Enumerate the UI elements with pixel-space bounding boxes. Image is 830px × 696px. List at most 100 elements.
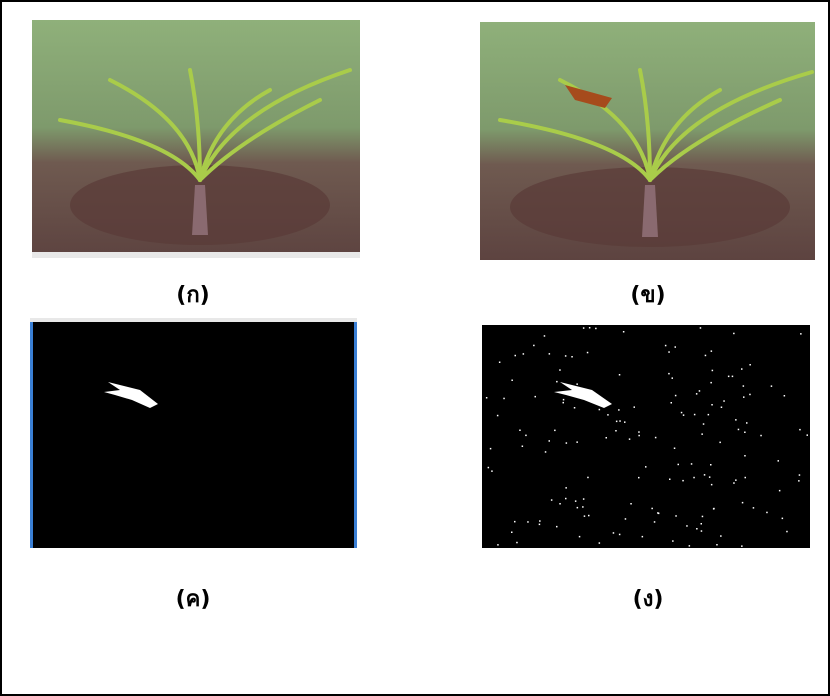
noise-dot (710, 464, 712, 466)
noise-dot (565, 487, 567, 489)
noise-dot (693, 477, 695, 479)
noise-dot (599, 409, 601, 411)
noise-dot (556, 381, 558, 383)
noise-dot (554, 430, 556, 432)
noise-dot (721, 407, 723, 409)
noise-dot (599, 542, 601, 544)
noise-dot (668, 373, 670, 375)
noise-dot (723, 400, 725, 402)
noise-dot (760, 435, 762, 437)
noise-dot (549, 353, 551, 355)
noise-dot (701, 523, 703, 525)
noise-dot (711, 404, 713, 406)
noise-dot (689, 545, 691, 547)
figure: (ก) (ข) (ค) (ง) (0, 0, 830, 696)
noise-dot (629, 438, 631, 440)
noise-dot (779, 490, 781, 492)
noise-dot (799, 429, 801, 431)
noise-dot (565, 498, 567, 500)
noise-dot (671, 402, 673, 404)
noise-dot (577, 507, 579, 509)
noise-dot (675, 346, 677, 348)
noise-dot (675, 395, 677, 397)
noise-dot (606, 437, 608, 439)
noise-dot (733, 482, 735, 484)
noise-dot (625, 518, 627, 520)
noise-dot (514, 521, 516, 523)
noise-dot (549, 440, 551, 442)
noise-dot (533, 345, 535, 347)
noise-dot (583, 498, 585, 500)
noise-dot (711, 350, 713, 352)
noise-dot (799, 474, 801, 476)
noise-dot (638, 477, 640, 479)
noise-dot (588, 515, 590, 517)
noise-dot (497, 415, 499, 417)
noise-dot (710, 382, 712, 384)
noise-dot (672, 377, 674, 379)
noise-dot (511, 532, 513, 534)
noise-dot (607, 414, 609, 416)
noise-dot (798, 480, 800, 482)
noise-dot (574, 407, 576, 409)
noise-dot (741, 545, 743, 547)
noise-dot (563, 402, 565, 404)
noise-dot (696, 528, 698, 530)
noise-dot (576, 441, 578, 443)
noise-dot (784, 395, 786, 397)
noise-dot (587, 352, 589, 354)
noise-dot (701, 433, 703, 435)
noise-dot (544, 335, 546, 337)
noise-dot (658, 513, 660, 515)
noise-dot (709, 476, 711, 478)
noise-dot (638, 431, 640, 433)
noise-dot (651, 508, 653, 510)
noise-dot (539, 520, 541, 522)
noise-dot (744, 432, 746, 434)
noise-dot (674, 448, 676, 450)
noise-dot (486, 397, 488, 399)
photo-a (32, 20, 360, 258)
noise-dot (678, 464, 680, 466)
noise-dot (683, 414, 685, 416)
noise-dot (595, 328, 597, 330)
noise-dot (556, 526, 558, 528)
noise-dot (522, 446, 524, 448)
noise-dot (704, 474, 706, 476)
photo-b (480, 22, 815, 260)
panel-label: (ง) (633, 587, 664, 612)
noise-dot (623, 331, 625, 333)
noise-dot (613, 532, 615, 534)
noise-dot (708, 414, 710, 416)
noise-dot (745, 477, 747, 479)
noise-dot (746, 422, 748, 424)
noise-dot (672, 540, 674, 542)
noise-dot (682, 480, 684, 482)
noise-dot (742, 502, 744, 504)
noise-dot (703, 423, 705, 425)
noise-dot (519, 430, 521, 432)
noise-dot (515, 355, 517, 357)
noise-dot (539, 524, 541, 526)
noise-dot (589, 327, 591, 329)
noise-dot (545, 451, 547, 453)
noise-dot (645, 466, 647, 468)
noise-dot (575, 500, 577, 502)
noise-dot (559, 369, 561, 371)
noise-dot (618, 409, 620, 411)
noise-dot (499, 362, 501, 364)
noise-dot (563, 399, 565, 401)
panel-label: (ค) (176, 587, 211, 612)
noise-dot (713, 508, 715, 510)
noise-dot (669, 479, 671, 481)
noise-dot (551, 499, 553, 501)
noise-dot (587, 477, 589, 479)
noise-dot (699, 390, 701, 392)
noise-dot (800, 333, 802, 335)
noise-dot (741, 368, 743, 370)
noise-dot (686, 525, 688, 527)
noise-dot (655, 437, 657, 439)
noise-dot (675, 515, 677, 517)
noise-dot (732, 376, 734, 378)
noise-dot (619, 534, 621, 536)
